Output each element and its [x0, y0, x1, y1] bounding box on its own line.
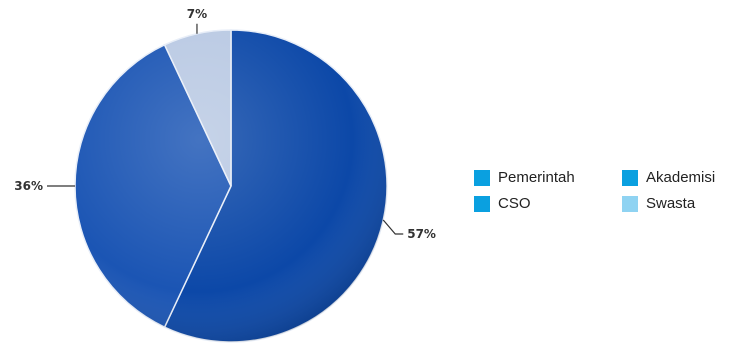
slice-label-pemerintah: 57%: [407, 227, 436, 241]
legend-label: Pemerintah: [498, 169, 575, 186]
legend-label: CSO: [498, 195, 531, 212]
legend-label: Akademisi: [646, 169, 716, 186]
legend-item-akademisi: Akademisi: [622, 169, 715, 187]
legend-item-pemerintah: Pemerintah: [474, 169, 622, 187]
legend: Pemerintah Akademisi CSO Swasta: [474, 169, 715, 213]
slice-label-swasta: 7%: [187, 7, 207, 21]
legend-item-cso: CSO: [474, 195, 622, 213]
legend-label: Swasta: [646, 195, 696, 212]
legend-item-swasta: Swasta: [622, 195, 715, 213]
legend-swatch: [474, 196, 490, 212]
legend-swatch: [622, 170, 638, 186]
slice-label-cso: 36%: [14, 179, 43, 193]
legend-swatch: [474, 170, 490, 186]
legend-swatch: [622, 196, 638, 212]
leader-line-pemerintah: [382, 219, 404, 235]
